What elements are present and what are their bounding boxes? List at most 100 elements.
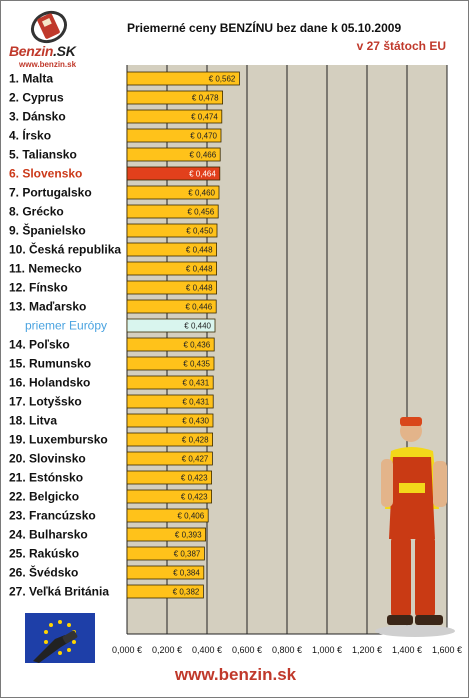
bar	[126, 71, 240, 86]
x-tick-label: 0,400 €	[192, 645, 222, 655]
category-label: 12. Fínsko	[9, 281, 68, 295]
bar	[126, 394, 214, 409]
bar	[126, 223, 218, 238]
category-label: 24. Bulharsko	[9, 528, 88, 542]
category-label: 26. Švédsko	[9, 565, 78, 580]
bar	[126, 508, 209, 523]
x-tick-label: 1,000 €	[312, 645, 342, 655]
bar	[126, 470, 212, 485]
category-label: 23. Francúzsko	[9, 509, 96, 523]
category-label: 10. Česká republika	[9, 242, 121, 257]
data-label: € 0,384	[173, 569, 200, 578]
bar	[126, 584, 204, 599]
category-label: 18. Litva	[9, 414, 57, 428]
data-label: € 0,423	[181, 474, 208, 483]
category-label: 15. Rumunsko	[9, 357, 91, 371]
category-label: 25. Rakúsko	[9, 547, 79, 561]
category-label: 8. Grécko	[9, 205, 64, 219]
bar	[126, 546, 205, 561]
data-label: € 0,427	[182, 455, 209, 464]
category-label: 9. Španielsko	[9, 223, 86, 238]
data-label: € 0,430	[182, 417, 209, 426]
category-label: 27. Veľká Británia	[9, 585, 109, 599]
data-label: € 0,423	[181, 493, 208, 502]
chart-title: Priemerné ceny BENZÍNU bez dane k 05.10.…	[127, 21, 402, 35]
data-label: € 0,448	[186, 265, 213, 274]
data-label: € 0,406	[177, 512, 204, 521]
category-label: 22. Belgicko	[9, 490, 79, 504]
category-label: 5. Taliansko	[9, 148, 77, 162]
category-label: 11. Nemecko	[9, 262, 82, 276]
category-label: 3. Dánsko	[9, 110, 66, 124]
category-label: 7. Portugalsko	[9, 186, 92, 200]
data-label: € 0,436	[183, 341, 210, 350]
bar	[126, 109, 223, 124]
category-label: 17. Lotyšsko	[9, 395, 82, 409]
data-label: € 0,478	[192, 94, 219, 103]
data-label: € 0,456	[187, 208, 214, 217]
data-label: € 0,387	[174, 550, 201, 559]
category-label: 20. Slovinsko	[9, 452, 86, 466]
bar	[126, 356, 215, 371]
category-label: 21. Estónsko	[9, 471, 83, 485]
logo-url: www.benzin.sk	[19, 60, 77, 69]
data-label: € 0,431	[182, 398, 209, 407]
data-label: € 0,431	[182, 379, 209, 388]
data-label: € 0,474	[191, 113, 218, 122]
bar	[126, 489, 212, 504]
bar	[126, 280, 217, 295]
data-label: € 0,446	[185, 303, 212, 312]
data-label: € 0,448	[186, 246, 213, 255]
bar	[126, 318, 216, 333]
bar	[126, 375, 214, 390]
logo-brand: Benzin.SK	[9, 43, 76, 59]
bar	[126, 337, 215, 352]
category-label: 4. Írsko	[9, 128, 51, 143]
bar	[126, 204, 219, 219]
bar	[126, 299, 217, 314]
x-tick-label: 1,200 €	[352, 645, 382, 655]
chart-subtitle: v 27 štátoch EU	[356, 39, 446, 53]
category-label: 6. Slovensko	[9, 167, 82, 181]
eu-flag-fuel-nozzle-image	[25, 613, 95, 663]
x-tick-label: 0,200 €	[152, 645, 182, 655]
data-label: € 0,393	[175, 531, 202, 540]
data-label: € 0,440	[184, 322, 211, 331]
data-label: € 0,562	[209, 75, 236, 84]
bar	[126, 128, 222, 143]
category-label: 19. Luxembursko	[9, 433, 108, 447]
bar	[126, 166, 221, 181]
x-tick-label: 1,600 €	[432, 645, 462, 655]
x-tick-label: 0,000 €	[112, 645, 142, 655]
benzin-logo[interactable]: Benzin.SK www.benzin.sk	[5, 7, 91, 69]
x-tick-label: 0,800 €	[272, 645, 302, 655]
bar	[126, 451, 213, 466]
data-label: € 0,470	[190, 132, 217, 141]
fuel-pump-logo-icon	[30, 10, 68, 44]
data-label: € 0,464	[189, 170, 216, 179]
data-label: € 0,450	[186, 227, 213, 236]
data-label: € 0,435	[183, 360, 210, 369]
bar	[126, 432, 213, 447]
bar	[126, 565, 205, 580]
data-label: € 0,382	[173, 588, 200, 597]
category-label: 14. Poľsko	[9, 338, 70, 352]
bar	[126, 413, 214, 428]
category-label: 16. Holandsko	[9, 376, 90, 390]
bar	[126, 261, 217, 276]
category-label: 2. Cyprus	[9, 91, 64, 105]
footer-url[interactable]: www.benzin.sk	[174, 665, 297, 684]
data-label: € 0,466	[189, 151, 216, 160]
bar	[126, 90, 223, 105]
x-tick-label: 1,400 €	[392, 645, 422, 655]
data-label: € 0,460	[188, 189, 215, 198]
category-label: 1. Malta	[9, 72, 53, 86]
bar	[126, 147, 221, 162]
bar	[126, 242, 217, 257]
data-label: € 0,448	[186, 284, 213, 293]
x-tick-label: 0,600 €	[232, 645, 262, 655]
bar	[126, 185, 220, 200]
bar	[126, 527, 206, 542]
data-label: € 0,428	[182, 436, 209, 445]
